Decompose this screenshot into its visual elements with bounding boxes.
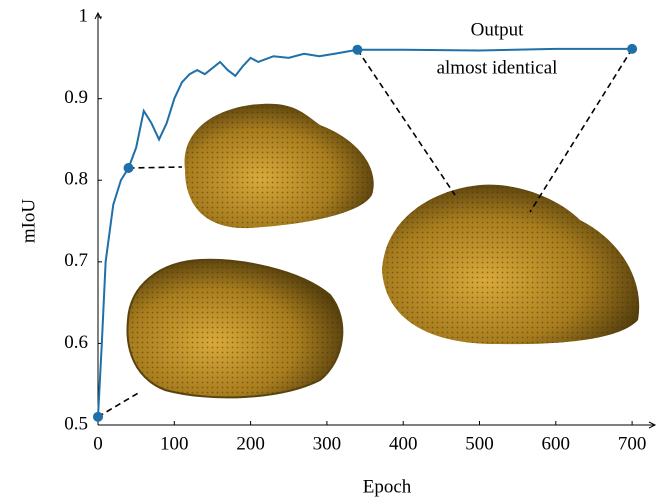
y-tick-label: 0.6 <box>64 332 88 353</box>
x-tick-label: 100 <box>160 433 189 454</box>
point <box>352 45 362 55</box>
y-tick-label: 0.8 <box>64 169 88 190</box>
page: Output almost identical Epoch mIoU 0 100 2… <box>0 0 668 504</box>
render-texture <box>127 260 342 398</box>
x-tick-label: 0 <box>93 433 103 454</box>
connector <box>98 392 140 417</box>
x-tick-label: 200 <box>236 433 265 454</box>
x-tick-label: 700 <box>618 433 647 454</box>
point <box>93 412 103 422</box>
render-texture <box>185 104 374 228</box>
render-images <box>127 104 639 398</box>
x-tick-label: 400 <box>389 433 418 454</box>
y-tick-label: 0.5 <box>64 413 88 434</box>
point <box>124 163 134 173</box>
y-axis-label: mIoU <box>18 199 39 244</box>
x-tick-label: 300 <box>313 433 342 454</box>
y-tick-label: 0.7 <box>64 250 88 271</box>
x-tick-label: 500 <box>465 433 494 454</box>
chart: Output almost identical Epoch mIoU 0 100 2… <box>0 0 668 499</box>
x-axis-label: Epoch <box>363 476 412 497</box>
render-texture <box>382 185 639 344</box>
annotation: almost identical <box>437 57 558 78</box>
connector <box>129 167 182 168</box>
point <box>627 44 637 54</box>
y-tick-label: 1 <box>79 5 89 26</box>
y-tick-label: 0.9 <box>64 87 88 108</box>
annotation: Output <box>471 19 525 40</box>
x-tick-label: 600 <box>542 433 571 454</box>
